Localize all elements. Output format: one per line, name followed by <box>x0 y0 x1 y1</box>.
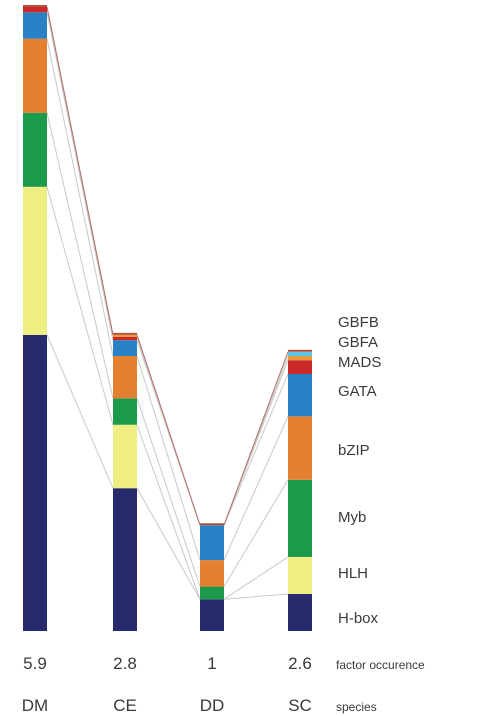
bar-sc-gbfa <box>288 356 312 361</box>
connector-gata-dd-sc <box>223 373 289 526</box>
bar-sc-myb <box>288 479 312 557</box>
bar-cap-ce <box>113 332 137 335</box>
bar-ce-gbfa <box>113 334 137 337</box>
bar-cap-dm <box>23 5 47 7</box>
series-label-gbfa: GBFA <box>338 334 378 351</box>
connector-h-box-dm-ce <box>46 334 114 489</box>
bar-dm-h-box <box>23 334 47 631</box>
series-label-myb: Myb <box>338 509 366 526</box>
bar-ce-bzip <box>113 356 137 399</box>
bar-ce-gata <box>113 340 137 357</box>
bar-ce-h-box <box>113 488 137 631</box>
connector-bzip-ce-dd <box>136 355 201 561</box>
species-label-sc: SC <box>288 696 312 715</box>
connector-gbfb-dm-ce <box>46 6 114 335</box>
connector-myb-dd-sc <box>223 479 289 587</box>
connector-hlh-dm-ce <box>46 186 114 425</box>
species-label-dm: DM <box>22 696 48 715</box>
connector-hlh-ce-dd <box>136 424 201 600</box>
factor-occurence-dm: 5.9 <box>23 654 47 673</box>
connector-bzip-dm-ce <box>46 38 114 357</box>
bar-dm-myb <box>23 112 47 187</box>
connector-gbfb-ce-dd <box>136 334 201 526</box>
species-label-ce: CE <box>113 696 137 715</box>
connector-h-box-ce-dd <box>136 487 201 600</box>
bar-dd-gata <box>200 525 224 561</box>
series-label-h-box: H-box <box>338 610 379 627</box>
bar-dd-bzip <box>200 560 224 587</box>
species-row: DM CE DD SC <box>22 696 312 715</box>
bar-ce-myb <box>113 398 137 425</box>
connector-hlh-dd-sc <box>223 556 289 600</box>
bar-sc-gata <box>288 373 312 417</box>
series-label-hlh: HLH <box>338 565 368 582</box>
factor-occurence-dd: 1 <box>207 654 216 673</box>
bar-sc-gbfb <box>288 351 312 357</box>
bar-dd-h-box <box>200 599 224 631</box>
bar-ce-mads <box>113 336 137 341</box>
series-label-mads: MADS <box>338 354 381 371</box>
bar-cap-sc <box>288 349 312 352</box>
connector-gbfb-dd-sc <box>223 351 289 526</box>
bar-sc-mads <box>288 360 312 374</box>
bar-dm-bzip <box>23 38 47 113</box>
bar-ce-hlh <box>113 424 137 489</box>
series-label-gbfb: GBFB <box>338 314 379 331</box>
bar-dm-hlh <box>23 186 47 335</box>
bar-cap-dd <box>200 523 224 526</box>
factor-occurence-caption: factor occurence <box>336 658 425 672</box>
connector-bzip-dd-sc <box>223 416 289 561</box>
bar-sc-bzip <box>288 416 312 480</box>
bar-sc-hlh <box>288 556 312 594</box>
connector-myb-ce-dd <box>136 398 201 587</box>
bar-sc-h-box <box>288 593 312 631</box>
species-label-dd: DD <box>200 696 225 715</box>
bar-dm-mads <box>23 7 47 13</box>
factor-occurence-ce: 2.8 <box>113 654 137 673</box>
series-label-gata: GATA <box>338 383 377 400</box>
connector-gata-dm-ce <box>46 12 114 341</box>
connector-myb-dm-ce <box>46 112 114 399</box>
bar-dm-gata <box>23 12 47 39</box>
connector-lines <box>46 6 289 600</box>
bar-dd-myb <box>200 586 224 600</box>
connector-h-box-dd-sc <box>223 593 289 600</box>
species-caption: species <box>336 700 377 714</box>
factor-occurence-row: 5.9 2.8 1 2.6 <box>23 654 312 673</box>
series-label-bzip: bZIP <box>338 442 370 459</box>
series-labels: H-box HLH Myb bZIP GATA MADS GBFA GBFB <box>338 314 381 627</box>
factor-occurence-sc: 2.6 <box>288 654 312 673</box>
bars <box>23 5 312 631</box>
